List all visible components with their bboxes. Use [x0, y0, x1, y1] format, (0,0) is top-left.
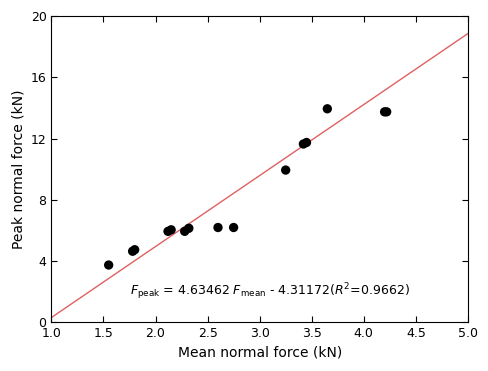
Point [184, 225, 192, 231]
Point [164, 229, 172, 234]
X-axis label: Mean normal force (kN): Mean normal force (kN) [177, 346, 341, 360]
Point [229, 224, 237, 230]
Point [299, 141, 306, 147]
Point [382, 109, 390, 115]
Point [323, 106, 330, 112]
Point [167, 227, 175, 233]
Text: $\mathit{F}_{\mathrm{peak}}$ = 4.63462 $\mathit{F}_{\mathrm{mean}}$ - 4.31172($\: $\mathit{F}_{\mathrm{peak}}$ = 4.63462 $… [130, 282, 409, 302]
Point [104, 262, 112, 268]
Y-axis label: Peak normal force (kN): Peak normal force (kN) [11, 89, 25, 249]
Point [128, 248, 136, 254]
Point [181, 229, 188, 234]
Point [302, 139, 310, 145]
Point [281, 167, 289, 173]
Point [130, 247, 138, 253]
Point [214, 224, 222, 230]
Point [380, 109, 387, 115]
